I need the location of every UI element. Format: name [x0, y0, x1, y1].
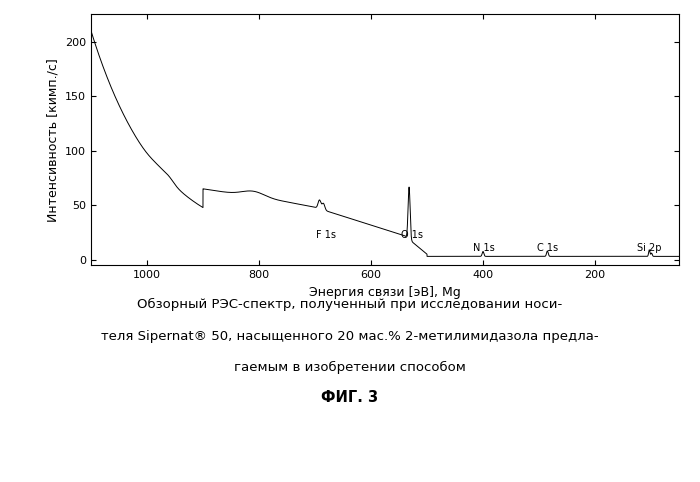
Text: гаемым в изобретении способом: гаемым в изобретении способом	[234, 361, 466, 374]
Text: N 1s: N 1s	[473, 243, 495, 253]
Text: F 1s: F 1s	[316, 230, 336, 240]
Text: C 1s: C 1s	[537, 243, 558, 253]
Text: O 1s: O 1s	[401, 230, 424, 240]
Text: Обзорный РЭС-спектр, полученный при исследовании носи-: Обзорный РЭС-спектр, полученный при иссл…	[137, 298, 563, 311]
Text: Si 2p: Si 2p	[637, 243, 662, 253]
Y-axis label: Интенсивность [кимп./с]: Интенсивность [кимп./с]	[46, 58, 60, 222]
Text: ФИГ. 3: ФИГ. 3	[321, 390, 379, 405]
Text: теля Sipernat® 50, насыщенного 20 мас.% 2-метилимидазола предла-: теля Sipernat® 50, насыщенного 20 мас.% …	[102, 330, 598, 343]
X-axis label: Энергия связи [эВ], Mg: Энергия связи [эВ], Mg	[309, 285, 461, 298]
